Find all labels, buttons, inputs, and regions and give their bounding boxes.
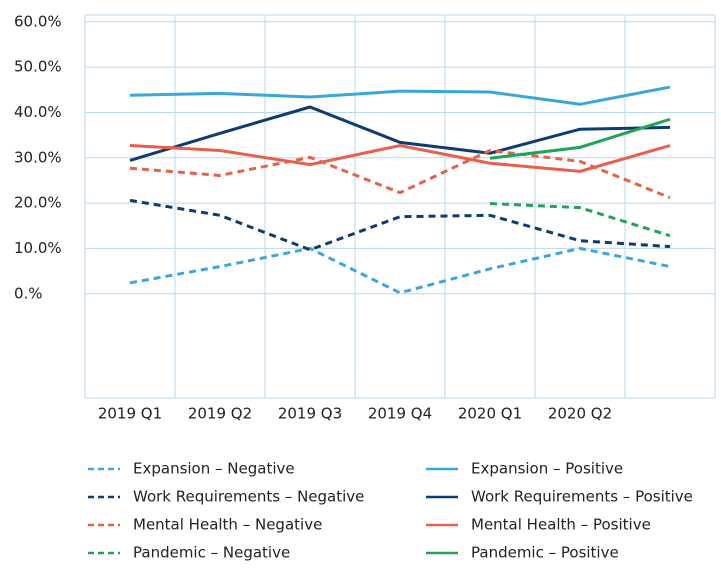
x-tick-label: 2020 Q1	[458, 405, 522, 423]
x-tick-label: 2019 Q2	[188, 405, 252, 423]
legend-label: Expansion – Negative	[133, 460, 295, 478]
legend-label: Mental Health – Positive	[471, 516, 651, 534]
x-tick-label: 2019 Q4	[368, 405, 432, 423]
series-line	[129, 148, 671, 200]
series-line	[129, 198, 671, 252]
y-tick-label: 10.0%	[14, 239, 62, 257]
legend-label: Mental Health – Negative	[133, 516, 322, 534]
y-tick-label: 20.0%	[14, 194, 62, 212]
y-tick-label: 30.0%	[14, 148, 62, 166]
y-tick-label: 0.%	[14, 284, 43, 302]
y-tick-label: 50.0%	[14, 58, 62, 76]
series-line	[129, 85, 671, 106]
legend-label: Expansion – Positive	[471, 460, 623, 478]
legend-label: Pandemic – Negative	[133, 544, 290, 562]
series-line	[129, 105, 671, 162]
x-tick-label: 2020 Q2	[548, 405, 612, 423]
series-line	[489, 202, 671, 238]
legend-label: Work Requirements – Negative	[133, 488, 364, 506]
legend-label: Work Requirements – Positive	[471, 488, 693, 506]
series-line	[489, 117, 671, 160]
y-tick-label: 40.0%	[14, 103, 62, 121]
x-tick-label: 2019 Q1	[98, 405, 162, 423]
legend-label: Pandemic – Positive	[471, 544, 619, 562]
series-line	[129, 246, 671, 295]
x-tick-label: 2019 Q3	[278, 405, 342, 423]
series-line	[129, 144, 671, 173]
y-tick-label: 60.0%	[14, 12, 62, 30]
